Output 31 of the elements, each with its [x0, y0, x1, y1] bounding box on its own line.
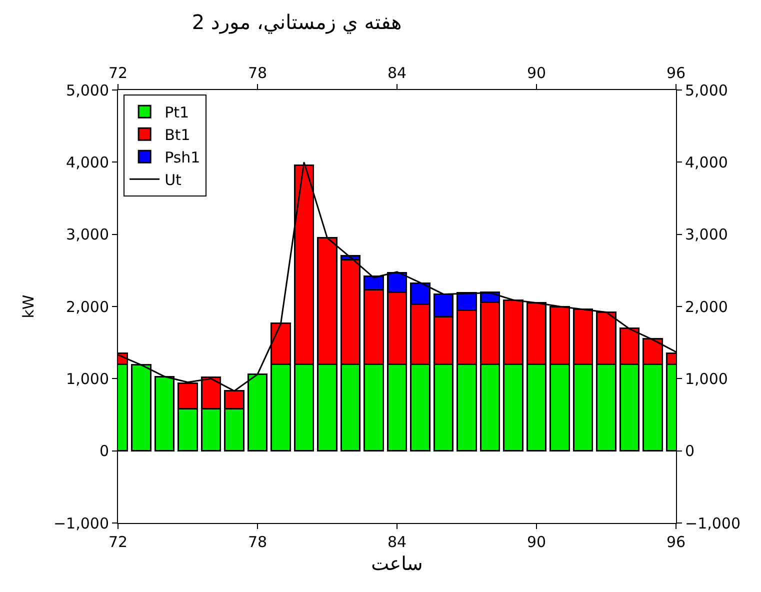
y-axis-title: kW [20, 294, 38, 318]
y2-tick-label: 3,000 [685, 226, 728, 244]
x2-tick-label: 84 [387, 533, 407, 551]
x-tick-label: 84 [387, 64, 407, 82]
y-tick-label: 5,000 [66, 81, 109, 100]
legend-label: Psh1 [164, 148, 200, 166]
y2-tick-label: 4,000 [685, 153, 728, 172]
x-tick-label: 72 [108, 64, 128, 82]
y2-tick-label: 1,000 [685, 370, 728, 388]
y-tick-label: −1,000 [53, 514, 109, 532]
x-tick-label: 78 [248, 64, 268, 82]
x2-tick-label: 96 [666, 533, 686, 551]
y2-tick-label: 0 [685, 442, 695, 460]
x-axis-title: ساعت [371, 552, 423, 575]
legend-label: Pt1 [164, 103, 190, 122]
x-tick-label: 90 [526, 64, 546, 82]
x2-tick-label: 72 [108, 533, 128, 551]
y-tick-label: 0 [99, 442, 109, 460]
y-tick-label: 3,000 [66, 226, 109, 244]
y-tick-label: 2,000 [66, 298, 109, 316]
y2-tick-label: 5,000 [685, 81, 728, 100]
x-tick-label: 96 [666, 64, 686, 82]
x2-tick-label: 78 [248, 533, 268, 551]
y-tick-label: 1,000 [66, 370, 109, 388]
legend-label: Ut [164, 170, 182, 189]
y2-tick-label: 2,000 [685, 298, 728, 316]
legend-label: Bt1 [164, 126, 190, 144]
y2-tick-label: −1,000 [685, 514, 741, 532]
y-tick-label: 4,000 [66, 153, 109, 172]
x2-tick-label: 90 [526, 533, 546, 551]
chart-title: هفته ي زمستاني، مورد 2 [192, 10, 402, 34]
